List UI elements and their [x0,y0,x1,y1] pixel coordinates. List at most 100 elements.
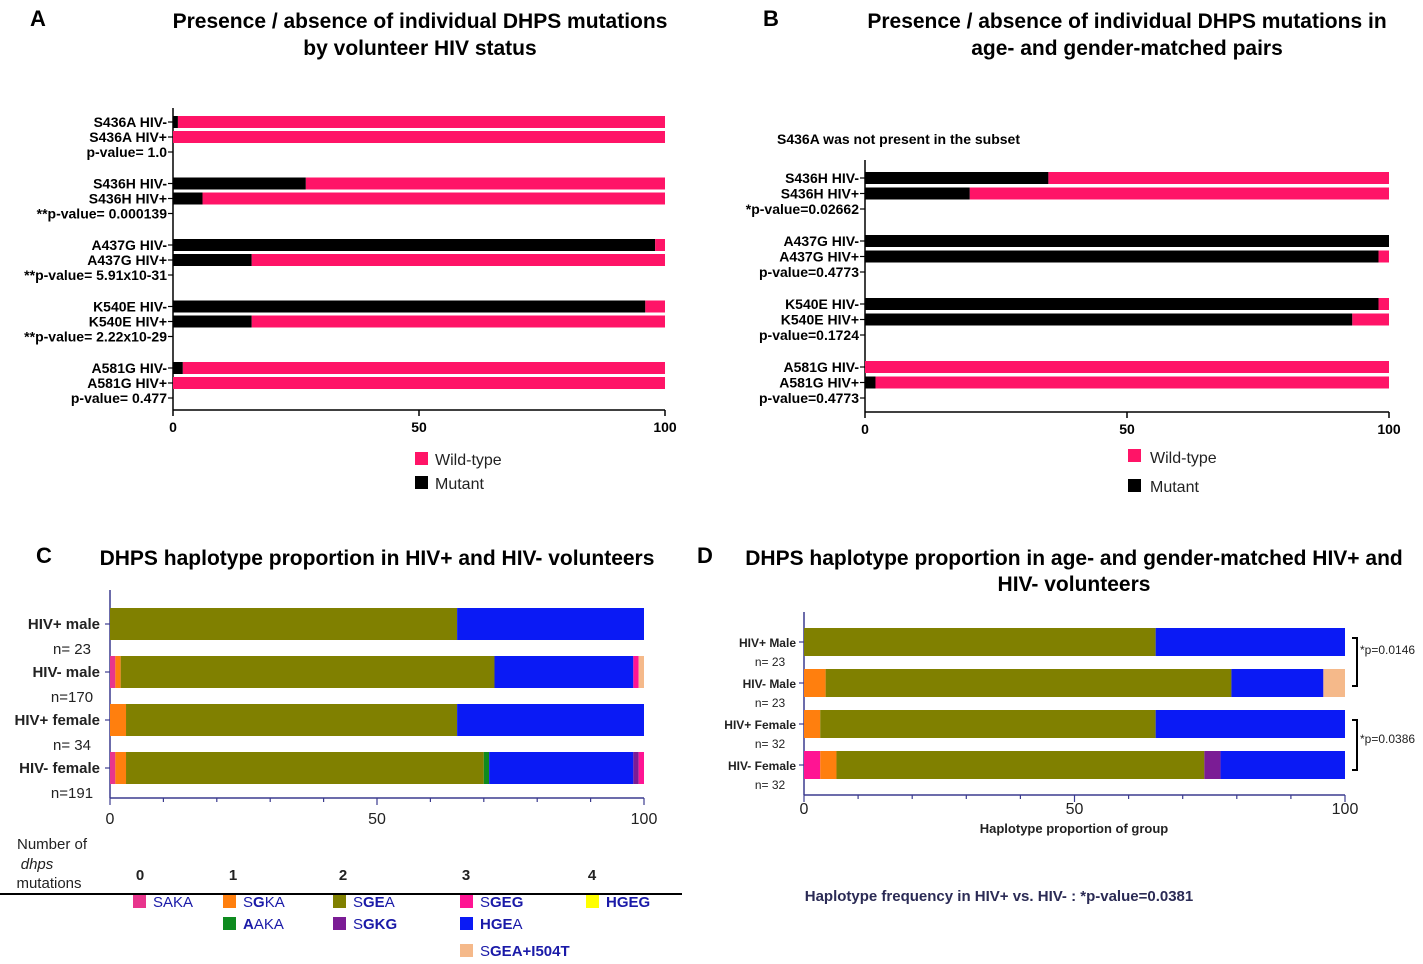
bar-hiv-female-hgea [457,704,644,736]
category-label-s436a-hiv: S436A HIV+ [89,129,167,145]
bar-mutant-k540e-hiv [173,315,252,328]
bar-hiv-male-hgea [457,608,644,640]
pvalue-label-2: p-value=0.4773 [759,264,859,280]
legend-label-mutated-part: HGEG [606,894,650,911]
legend-label-mutated-part: GKG [363,916,397,933]
pvalue-label-1: *p-value=0.02662 [746,201,859,217]
x-tick-label-50: 50 [368,811,386,828]
bar-hiv-male-sgea [804,628,1156,656]
panel-a: A Presence / absence of individual DHPS … [24,6,677,493]
bar-hiv-female-sgea [820,710,1156,738]
pvalue-label-4: p-value=0.4773 [759,390,859,406]
category-label-hiv-male: HIV- male [32,664,100,681]
category-label-a437g-hiv: A437G HIV+ [779,249,859,265]
panel-c-title: DHPS haplotype proportion in HIV+ and HI… [100,547,655,570]
pvalue-label-1: p-value= 1.0 [86,144,167,160]
legend-label-hgea: HGEA [480,916,523,933]
x-tick-label-100: 100 [631,811,658,828]
category-label-hiv-male: HIV+ male [28,616,100,633]
category-label-a581g-hiv: A581G HIV+ [87,375,167,391]
legend-swatch-saka [133,895,146,908]
mutation-count-0: 0 [136,867,144,884]
bar-hiv-male-sgea [825,669,1232,697]
category-label-a437g-hiv: A437G HIV+ [87,252,167,268]
mutation-count-1: 1 [229,867,237,884]
panel-b-note: S436A was not present in the subset [777,131,1020,147]
category-label-s436h-hiv: S436H HIV+ [89,191,167,207]
panel-b: B Presence / absence of individual DHPS … [746,6,1401,496]
panel-b-labels: S436H HIV-S436H HIV+*p-value=0.02662 A437… [746,170,860,406]
bar-wildtype-k540e-hiv [1352,313,1389,326]
category-label-k540e-hiv: K540E HIV- [93,299,167,315]
category-label-a437g-hiv: A437G HIV- [92,237,168,253]
bar-wildtype-a437g-hiv [1378,250,1389,263]
bar-wildtype-a581g-hiv [173,377,665,389]
category-label-a437g-hiv: A437G HIV- [784,233,860,249]
bar-wildtype-a437g-hiv [251,254,665,266]
bar-wildtype-s436h-hiv [202,192,665,205]
mutation-count-4: 4 [588,867,597,884]
category-label-k540e-hiv: K540E HIV+ [781,312,859,328]
category-label-s436h-hiv: S436H HIV- [93,176,167,192]
legend-swatch-sgka [223,895,236,908]
panel-a-ticks: 0 50 100 [168,121,677,435]
sample-size-hiv-male: n= 23 [755,696,786,710]
bar-hiv-female-sgea [126,752,484,784]
x-tick-label-0: 0 [169,419,177,435]
bar-mutant-a437g-hiv [865,250,1379,263]
bar-hiv-female-sgea [836,751,1205,779]
legend-b-mutant-label: Mutant [1150,479,1199,496]
bar-hiv-male-sgeg [633,656,639,688]
bar-mutant-k540e-hiv [865,313,1353,326]
panel-d-footer: Haplotype frequency in HIV+ vs. HIV- : *… [805,888,1193,905]
bracket-male [1352,637,1358,687]
legend-a-mutant-swatch [415,476,428,489]
bar-wildtype-k540e-hiv [645,300,665,313]
bar-hiv-female-sgka [820,751,837,779]
pvalue-label-5: p-value= 0.477 [71,390,167,406]
sample-size-hiv-female: n= 32 [755,778,786,792]
bar-mutant-s436h-hiv [865,172,1049,184]
panel-d-title-line2: HIV- volunteers [998,573,1151,596]
pvalue-label-2: **p-value= 0.000139 [37,206,168,222]
legend-swatch-hgea [460,917,473,930]
panel-b-title-line1: Presence / absence of individual DHPS mu… [867,10,1386,33]
panel-b-letter: B [763,6,779,31]
legend-label-sgeg: SGEG [480,894,523,911]
panel-d-xlabel: Haplotype proportion of group [980,821,1169,836]
sample-size-hiv-male: n= 23 [755,655,786,669]
bracket-male-label: *p=0.0146 [1360,643,1415,657]
panel-d: D DHPS haplotype proportion in age- and … [697,543,1415,905]
bar-mutant-a581g-hiv [865,376,876,389]
panel-a-title-line1: Presence / absence of individual DHPS mu… [173,10,668,33]
panel-a-title-line2: by volunteer HIV status [303,37,536,60]
legend-label-mutated-part: GEG [490,894,523,911]
bar-hiv-male-hgea [1231,669,1324,697]
legend-header-line1: Number of [17,836,88,853]
bar-wildtype-s436a-hiv [177,116,666,128]
pvalue-label-3: p-value=0.1724 [759,327,859,343]
legend-label-part: SAKA [153,894,193,911]
legend-label-mutated-part: HGE [480,916,513,933]
legend-b-wildtype-swatch [1128,449,1141,462]
bar-wildtype-a581g-hiv [182,362,665,374]
legend-swatch-sgea [333,895,346,908]
bar-wildtype-s436h-hiv [969,187,1389,200]
bar-mutant-a437g-hiv [173,254,252,266]
sample-size-hiv-female: n=191 [51,785,93,802]
legend-label-aaka: AAKA [243,916,284,933]
legend-label-sgka: SGKA [243,894,285,911]
bar-mutant-s436h-hiv [865,187,970,200]
bar-hiv-male-hgea [494,656,634,688]
legend-label-sgkg: SGKG [353,916,397,933]
panel-c-ticks: 0 50 100 [105,623,658,828]
category-label-a581g-hiv: A581G HIV- [784,359,860,375]
bracket-female [1352,719,1358,771]
legend-header-line2: dhps [21,856,54,873]
legend-label-part: S [480,894,490,911]
bar-wildtype-s436h-hiv [1048,172,1389,184]
bar-mutant-a437g-hiv [865,235,1389,247]
bracket-female-label: *p=0.0386 [1360,732,1415,746]
category-label-hiv-female: HIV- Female [728,759,796,773]
